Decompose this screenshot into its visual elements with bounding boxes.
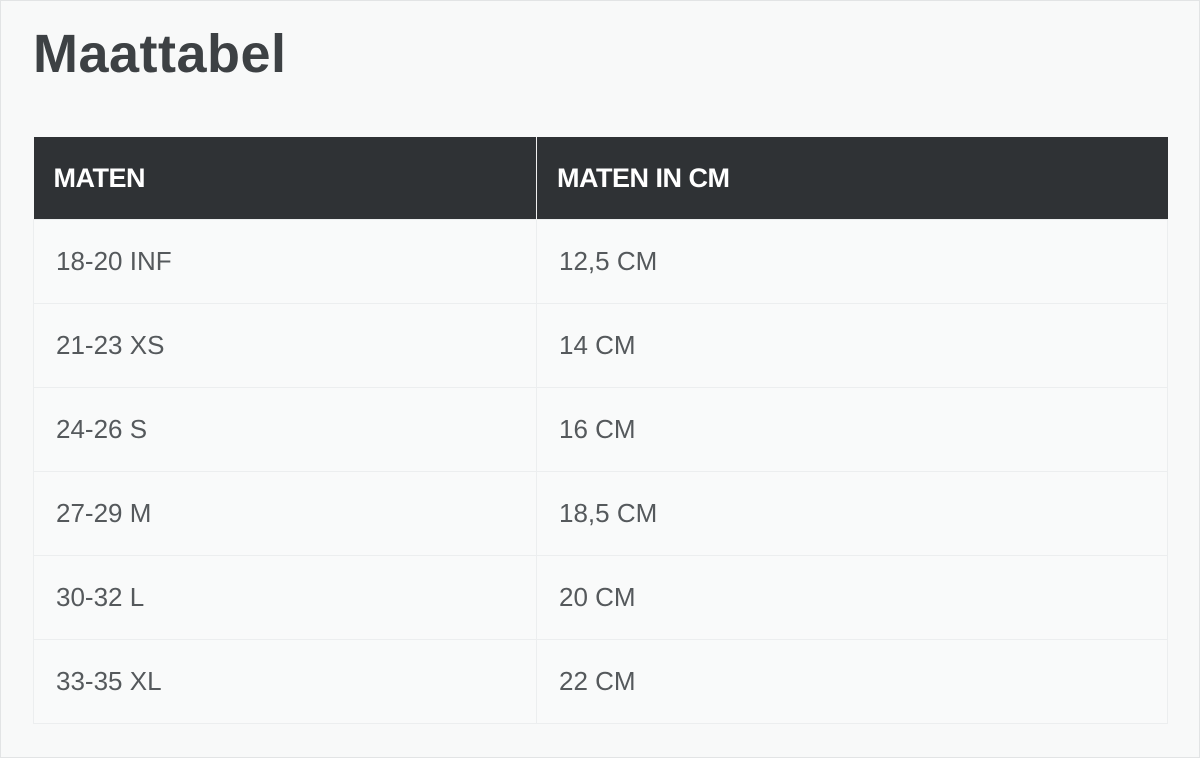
size-table: MATEN MATEN IN CM 18-20 INF 12,5 CM 21-23 … <box>33 137 1168 724</box>
size-cm-cell: 14 CM <box>536 303 1168 388</box>
table-row: 33-35 XL 22 CM <box>33 639 1168 724</box>
size-cm-cell: 12,5 CM <box>536 219 1168 304</box>
size-cell: 33-35 XL <box>33 639 537 724</box>
table-row: 18-20 INF 12,5 CM <box>33 219 1168 304</box>
table-row: 30-32 L 20 CM <box>33 555 1168 640</box>
size-cell: 27-29 M <box>33 471 537 556</box>
size-cell: 18-20 INF <box>33 219 537 304</box>
column-header-sizes: MATEN <box>33 137 537 220</box>
size-cm-cell: 16 CM <box>536 387 1168 472</box>
size-cm-cell: 18,5 CM <box>536 471 1168 556</box>
size-cell: 30-32 L <box>33 555 537 640</box>
page-title: Maattabel <box>33 24 287 84</box>
size-cell: 21-23 XS <box>33 303 537 388</box>
size-cell: 24-26 S <box>33 387 537 472</box>
table-row: 27-29 M 18,5 CM <box>33 471 1168 556</box>
table-header-row: MATEN MATEN IN CM <box>33 137 1168 220</box>
column-header-sizes-cm: MATEN IN CM <box>536 137 1168 220</box>
table-row: 24-26 S 16 CM <box>33 387 1168 472</box>
size-cm-cell: 22 CM <box>536 639 1168 724</box>
table-row: 21-23 XS 14 CM <box>33 303 1168 388</box>
size-cm-cell: 20 CM <box>536 555 1168 640</box>
